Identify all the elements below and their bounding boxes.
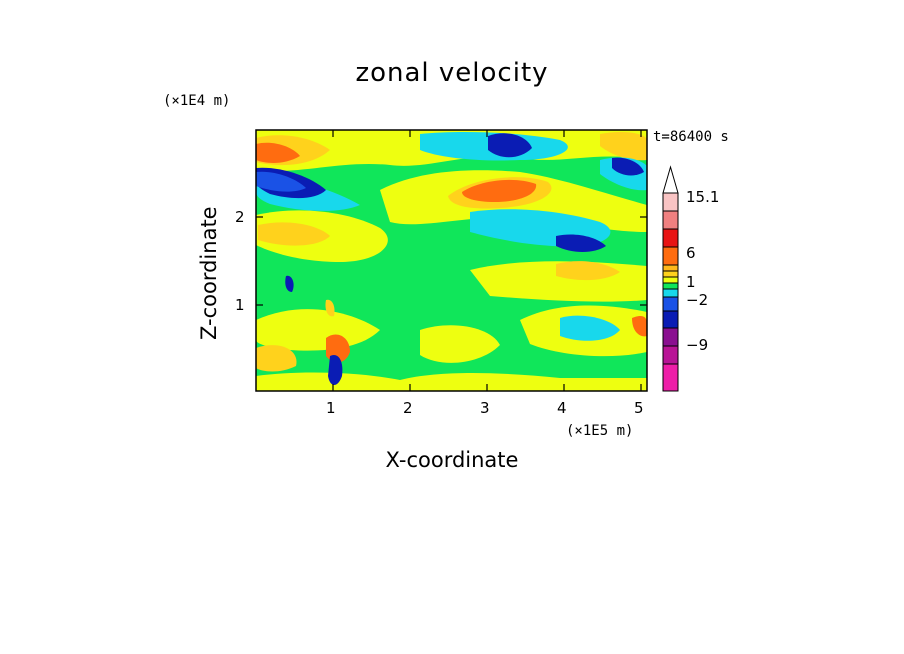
colorbar-swatch — [662, 270, 679, 278]
y-tick-label-2: 2 — [235, 208, 245, 226]
x-tick-label-2: 2 — [403, 399, 413, 417]
colorbar-tick-label-15.1: 15.1 — [686, 188, 720, 206]
colorbar-swatch — [662, 282, 679, 290]
region-orange-right — [556, 261, 620, 281]
colorbar — [662, 165, 679, 392]
colorbar-swatch — [662, 210, 679, 230]
region-yellow-bottom — [256, 372, 647, 391]
colorbar-swatch — [662, 310, 679, 329]
colorbar-swatch — [662, 192, 679, 212]
colorbar-swatch — [662, 296, 679, 312]
colorbar-swatch — [662, 327, 679, 347]
colorbar-tick-label-6: 6 — [686, 244, 696, 262]
region-blue-topright — [612, 157, 644, 176]
colorbar-overflow-arrow — [662, 165, 679, 194]
plot-frame — [255, 129, 648, 392]
region-blue-left-inner — [256, 171, 306, 192]
colorbar-swatch — [662, 228, 679, 248]
colorbar-tick-label-1: 1 — [686, 273, 696, 291]
x-tick-label-5: 5 — [634, 399, 644, 417]
colorbar-swatch — [662, 345, 679, 365]
region-deep-orange-topleft — [256, 142, 300, 163]
chart-title: zonal velocity — [355, 58, 549, 88]
time-label: t=86400 s — [653, 129, 729, 145]
axis-ticks — [256, 130, 647, 391]
colorbar-tick-label-minus9: −9 — [686, 336, 709, 354]
region-yellow-lower-left — [256, 309, 380, 351]
colorbar-swatch — [662, 363, 679, 392]
region-orange-left-mid — [258, 222, 330, 246]
y-tick-label-1: 1 — [235, 296, 245, 314]
region-blue-spot — [285, 275, 294, 292]
region-orange-spot — [325, 299, 335, 317]
colorbar-swatch — [662, 264, 679, 272]
x-tick-label-3: 3 — [480, 399, 490, 417]
colorbar-swatch — [662, 246, 679, 266]
region-cyan-lower-right — [560, 315, 620, 341]
colorbar-swatch — [662, 276, 679, 284]
x-axis-label: X-coordinate — [0, 448, 904, 472]
colorbar-swatch — [662, 288, 679, 298]
x-axis-unit: (×1E5 m) — [566, 423, 634, 439]
region-blue-top — [488, 133, 532, 158]
x-tick-label-4: 4 — [557, 399, 567, 417]
region-blue-bottom — [328, 354, 343, 385]
velocity-field — [256, 130, 647, 391]
region-orange-topright — [600, 132, 647, 161]
region-blue-right — [556, 234, 606, 252]
region-orange-lower-left — [256, 345, 297, 372]
region-orange-right-edge — [632, 316, 647, 337]
z-axis-unit: (×1E4 m) — [163, 93, 231, 109]
colorbar-tick-label-minus2: −2 — [686, 291, 709, 309]
x-axis-label-text: X-coordinate — [385, 448, 519, 472]
region-yellow-lower-center — [420, 325, 500, 363]
region-deep-orange-center — [462, 179, 537, 202]
x-tick-label-1: 1 — [326, 399, 336, 417]
